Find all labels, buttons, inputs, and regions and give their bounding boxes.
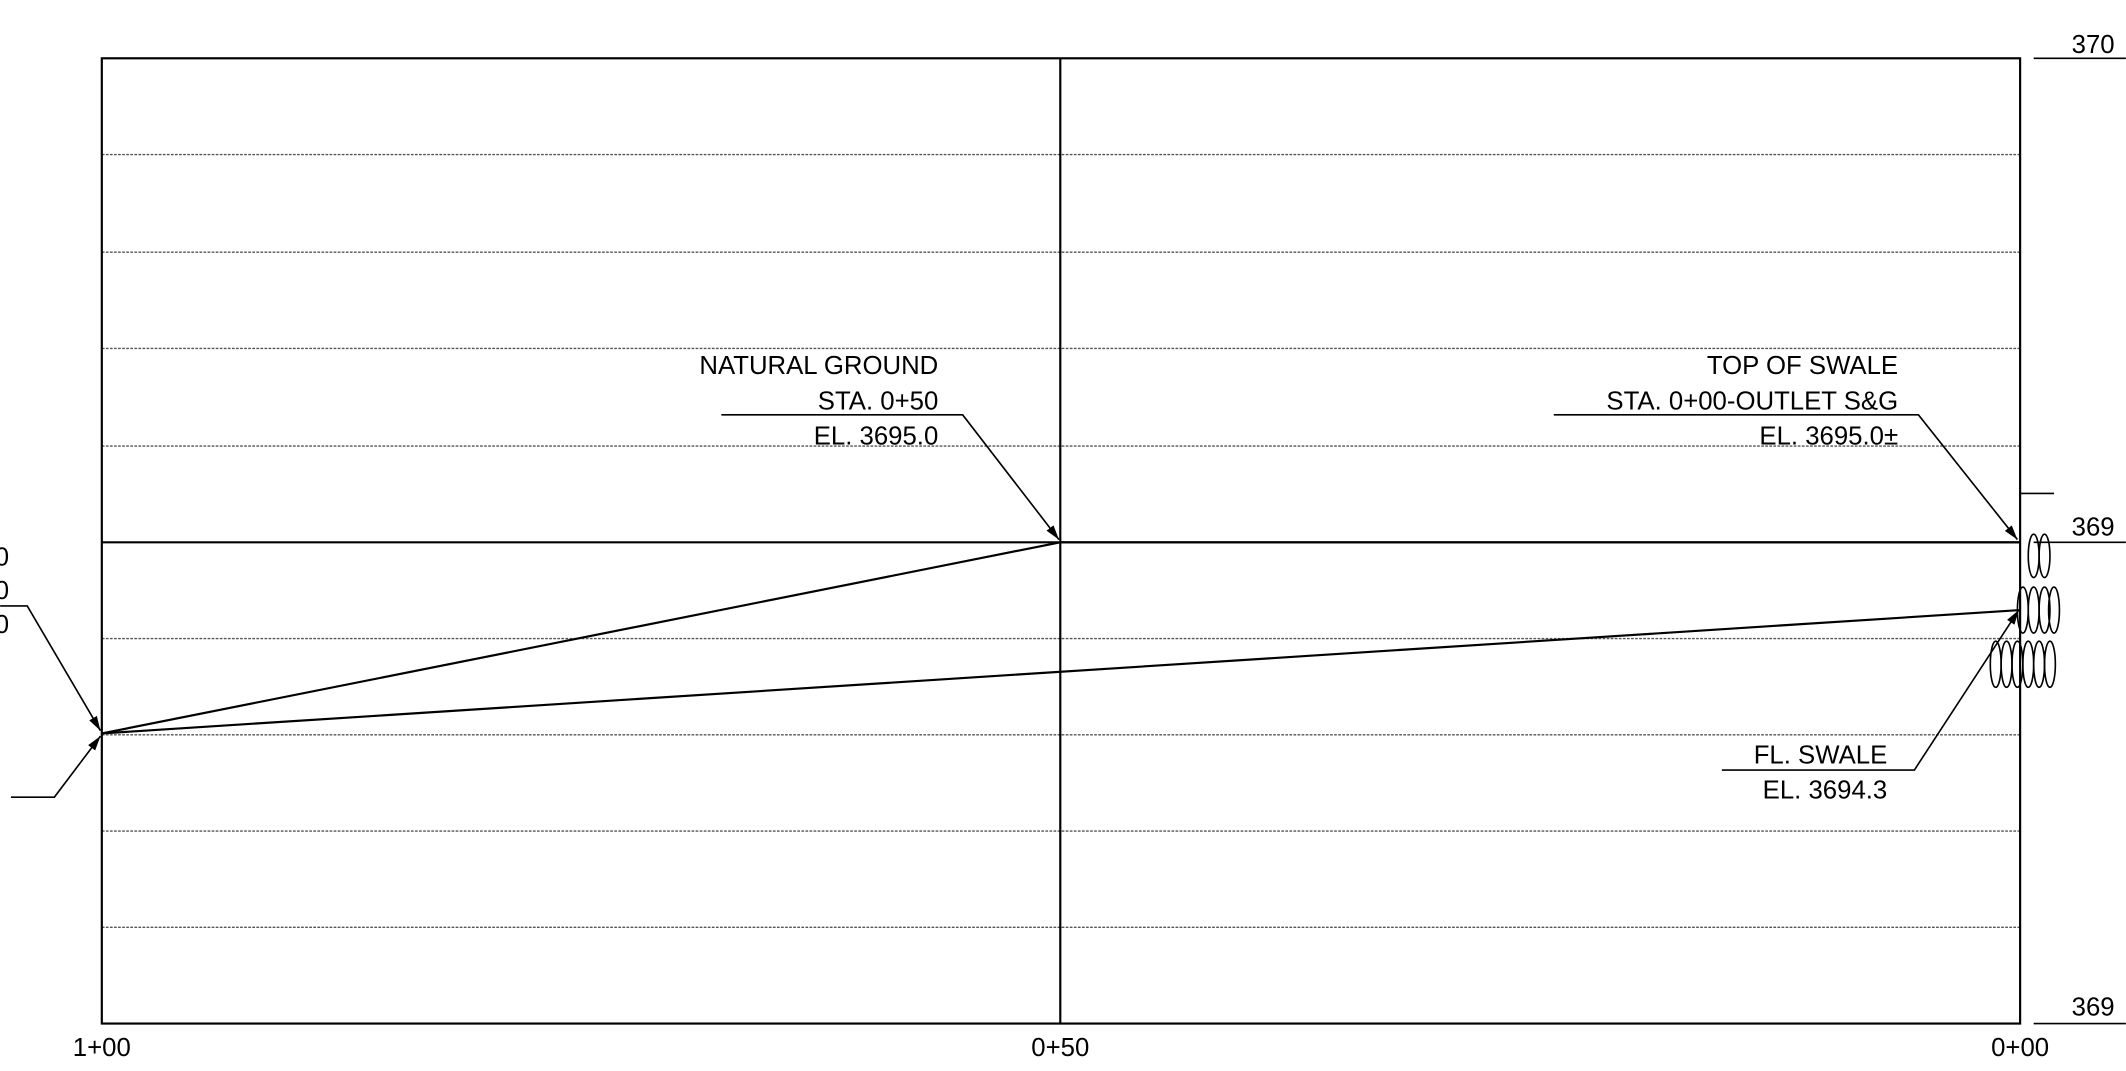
callout-text: TOP OF SWALE <box>1707 352 1898 380</box>
elevation-label: 369 <box>2072 514 2115 542</box>
callout-text: 0 <box>0 543 9 571</box>
callout-text: 0 <box>0 611 9 639</box>
station-label: 0+00 <box>1991 1034 2049 1062</box>
callout-text: EL. 3695.0± <box>1759 423 1898 451</box>
flow-line-callout: FL. SWALE EL. 3694.3 <box>1721 609 2020 805</box>
top-of-swale-callout: TOP OF SWALE STA. 0+00-OUTLET S&G EL. 36… <box>1553 352 2019 541</box>
grid <box>101 153 2021 928</box>
callout-text: FL. SWALE <box>1754 741 1888 769</box>
station-labels: 1+00 0+50 0+00 <box>73 1034 2049 1062</box>
station-label: 1+00 <box>73 1034 131 1062</box>
hay-bales <box>1989 492 2061 689</box>
callout-text: STA. 0+00-OUTLET S&G <box>1606 387 1898 415</box>
elevation-label: 370 <box>2072 31 2115 59</box>
elevation-labels: 370 369 369 <box>2033 31 2126 1025</box>
callout-text: NATURAL GROUND <box>699 352 938 380</box>
callout-text: EL. 3694.3 <box>1763 777 1888 805</box>
station-label: 0+50 <box>1031 1034 1089 1062</box>
elevation-label: 369 <box>2072 993 2115 1021</box>
natural-ground-line <box>101 541 2021 735</box>
callout-text: EL. 3695.0 <box>814 423 939 451</box>
callout-text: 0 <box>0 577 9 605</box>
callout-text: STA. 0+50 <box>818 387 938 415</box>
natural-ground-callout: NATURAL GROUND STA. 0+50 EL. 3695.0 <box>699 352 1060 541</box>
swale-flowline <box>101 608 2021 735</box>
left-callout: 0 0 0 <box>0 543 102 798</box>
